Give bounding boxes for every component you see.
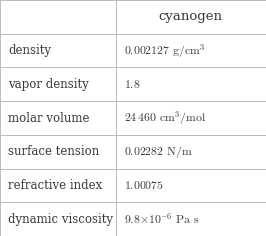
Text: vapor density: vapor density xyxy=(8,78,89,91)
Text: density: density xyxy=(8,44,51,57)
Text: $0.002127\text{ g/cm}^3$: $0.002127\text{ g/cm}^3$ xyxy=(124,42,205,59)
Text: cyanogen: cyanogen xyxy=(159,10,223,23)
Text: molar volume: molar volume xyxy=(8,111,89,125)
Text: $0.02282\text{ N/m}$: $0.02282\text{ N/m}$ xyxy=(124,144,193,160)
Text: $24\,460\text{ cm}^3\text{/mol}$: $24\,460\text{ cm}^3\text{/mol}$ xyxy=(124,109,206,127)
Text: dynamic viscosity: dynamic viscosity xyxy=(8,213,113,226)
Text: $1.00075$: $1.00075$ xyxy=(124,179,164,192)
Text: $1.8$: $1.8$ xyxy=(124,78,140,91)
Text: $9.8{\times}10^{-6}\text{ Pa s}$: $9.8{\times}10^{-6}\text{ Pa s}$ xyxy=(124,212,200,227)
Text: refractive index: refractive index xyxy=(8,179,102,192)
Text: surface tension: surface tension xyxy=(8,145,99,158)
